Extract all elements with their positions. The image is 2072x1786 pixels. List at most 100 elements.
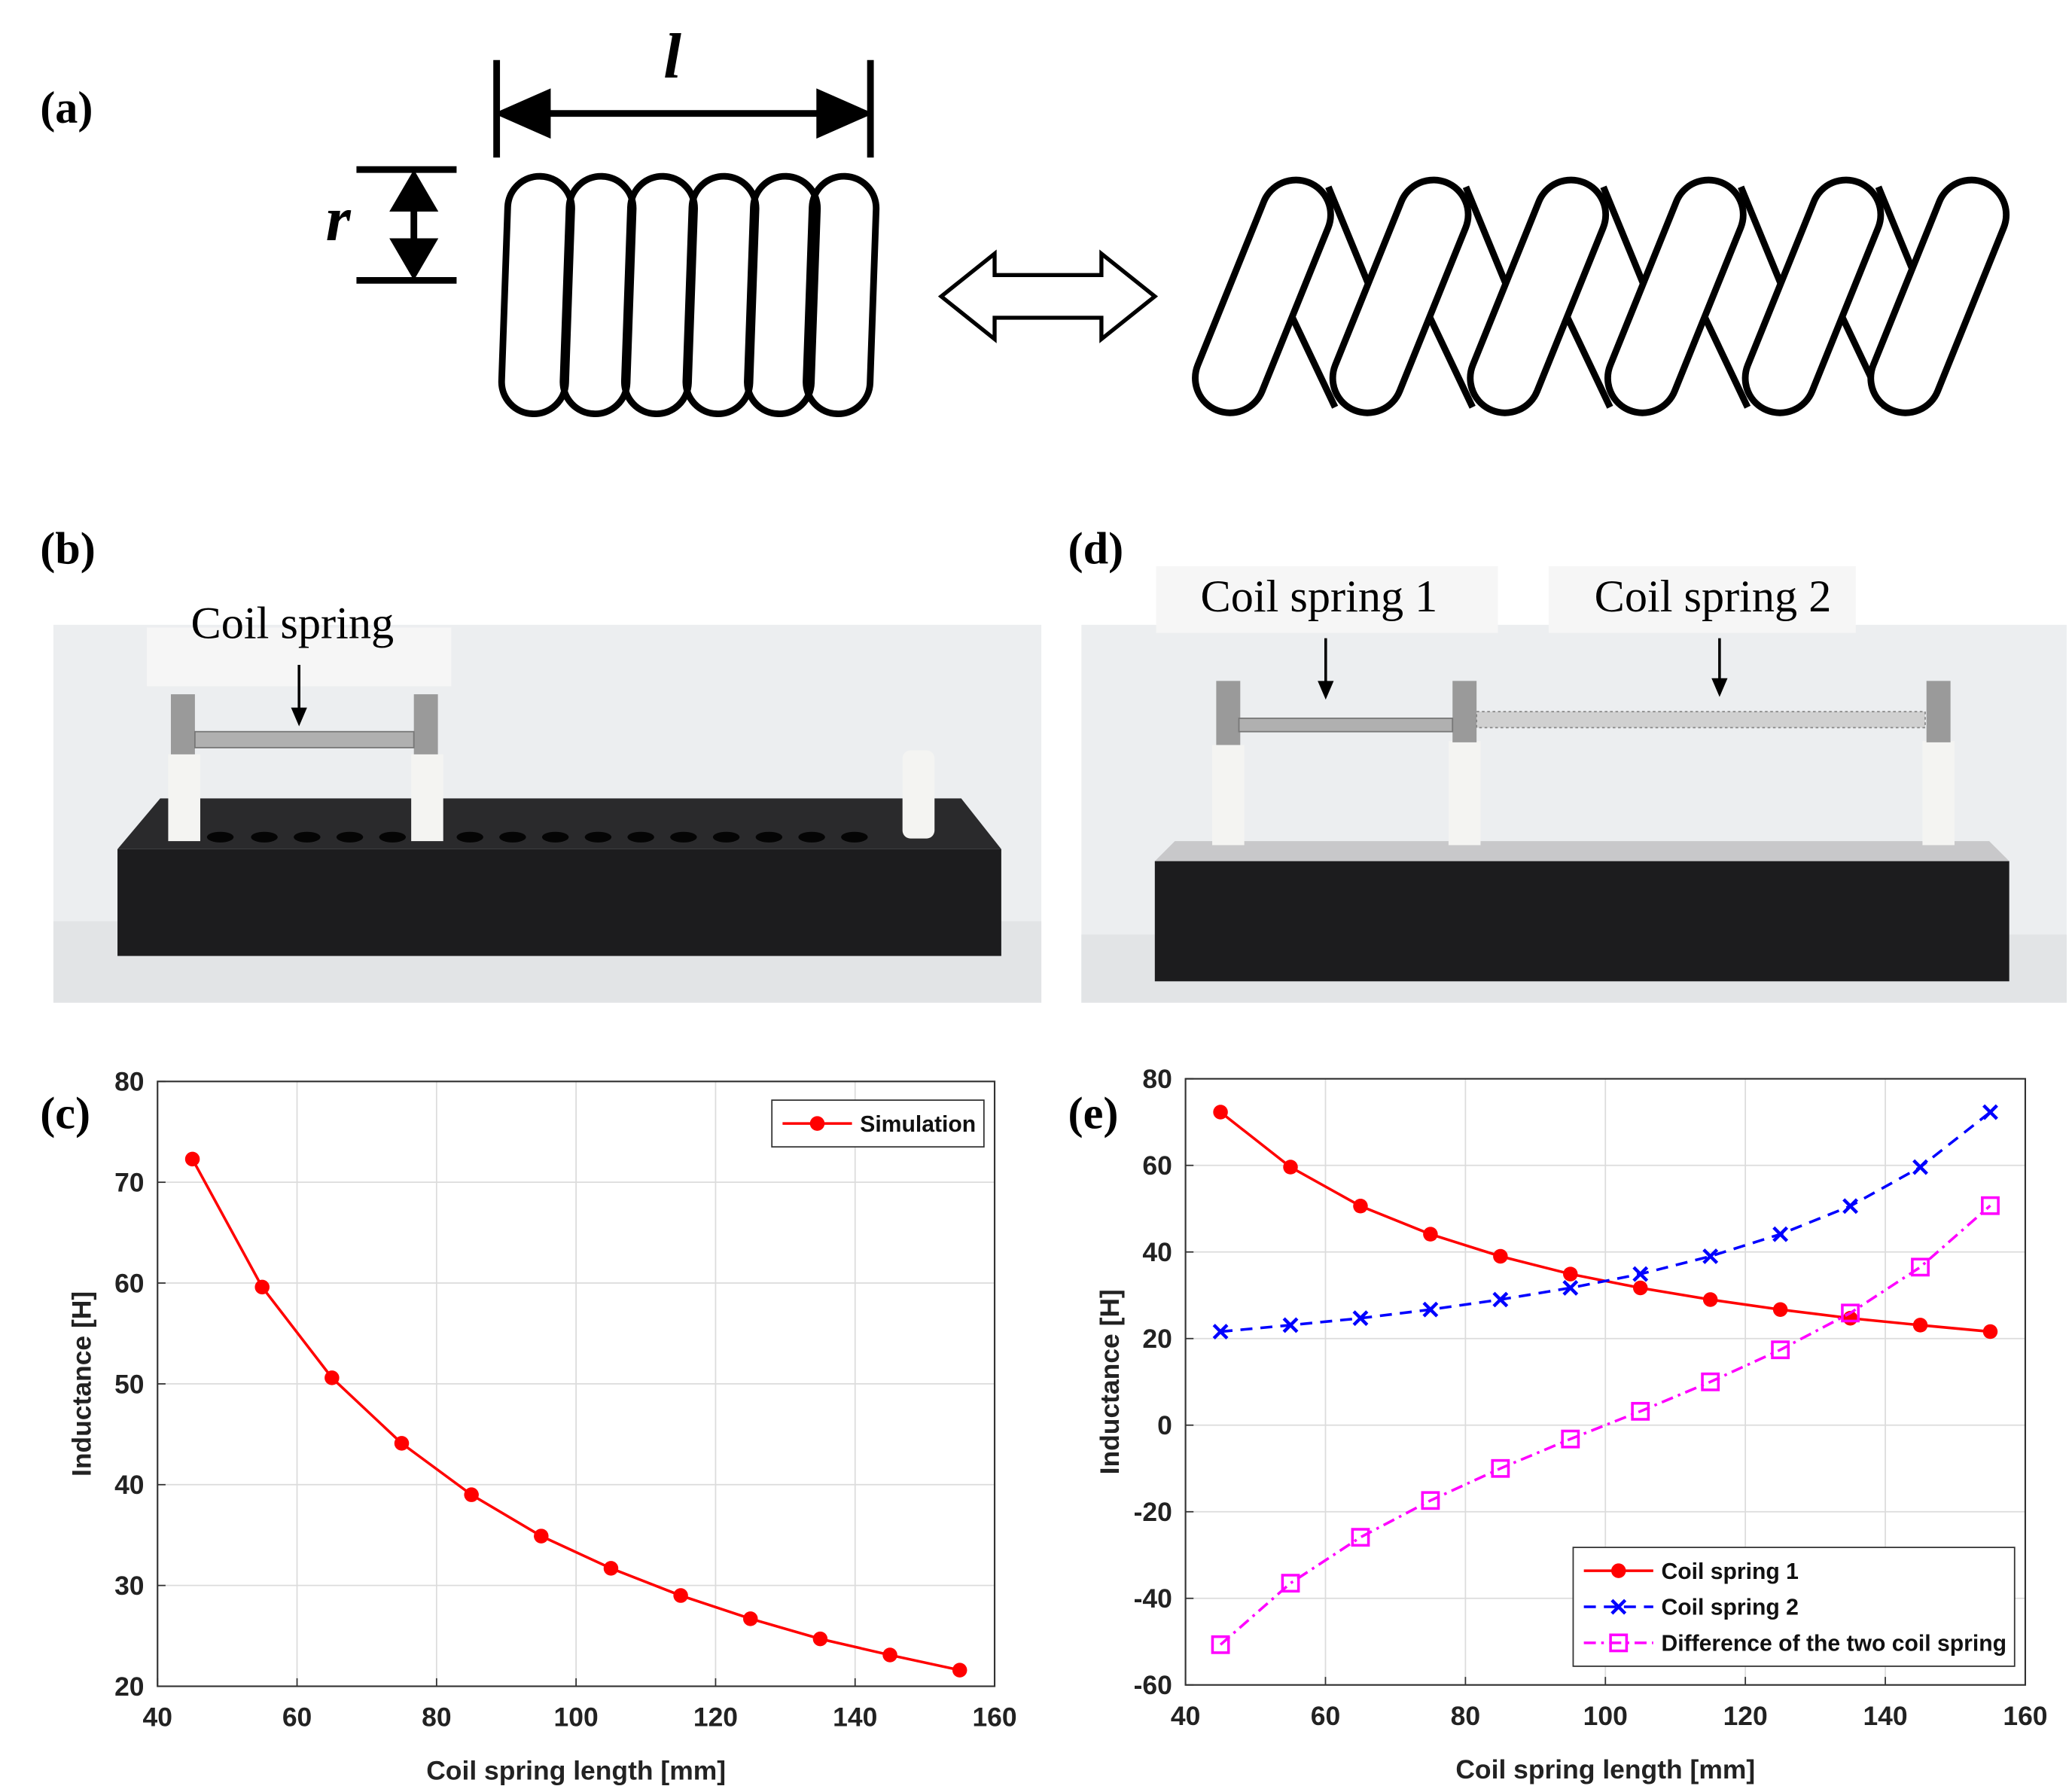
marker — [1911, 1257, 1930, 1277]
marker — [952, 1663, 967, 1678]
plot-frame — [157, 1080, 996, 1687]
photo-label: Coil spring — [191, 599, 395, 649]
panel-label: (b) — [40, 523, 96, 574]
marker — [673, 1588, 688, 1603]
y-tick-label: -40 — [1134, 1583, 1172, 1614]
length-label: l — [663, 21, 681, 92]
x-tick-label: 140 — [1863, 1701, 1907, 1731]
legend-label: Coil spring 2 — [1661, 1596, 1798, 1620]
marker — [1211, 1635, 1230, 1654]
x-tick-label: 120 — [693, 1702, 738, 1733]
y-tick-label: 20 — [114, 1672, 144, 1702]
marker — [464, 1487, 479, 1502]
legend-label: Coil spring 1 — [1661, 1559, 1798, 1584]
y-tick-label: 0 — [1157, 1410, 1172, 1440]
marker — [1351, 1528, 1370, 1547]
marker — [394, 1436, 410, 1451]
x-tick-label: 60 — [1311, 1701, 1340, 1731]
x-tick-label: 120 — [1723, 1701, 1768, 1731]
marker — [1771, 1340, 1790, 1360]
data-line — [1220, 1111, 1991, 1333]
marker — [1283, 1160, 1298, 1175]
marker — [1912, 1159, 1928, 1175]
x-axis-label: Coil spring length [mm] — [1455, 1754, 1755, 1784]
legend-marker — [1609, 1633, 1629, 1653]
x-tick-label: 160 — [972, 1702, 1016, 1733]
x-tick-label: 60 — [282, 1702, 312, 1733]
marker — [1282, 1317, 1299, 1333]
marker — [1563, 1266, 1578, 1282]
y-tick-label: 60 — [1142, 1151, 1172, 1181]
x-tick-label: 40 — [143, 1702, 172, 1733]
marker — [1912, 1318, 1928, 1333]
marker — [1772, 1226, 1789, 1242]
x-axis-label: Coil spring length [mm] — [426, 1756, 726, 1786]
x-tick-label: 100 — [1583, 1701, 1628, 1731]
panel-label: (e) — [1068, 1088, 1119, 1138]
data-line — [1219, 1204, 1991, 1646]
marker — [1281, 1574, 1300, 1593]
panel-label: (c) — [40, 1088, 90, 1138]
x-tick-label: 80 — [422, 1702, 451, 1733]
y-tick-label: -60 — [1134, 1670, 1172, 1700]
legend: Coil spring 1 Coil spring 2 Difference of … — [1572, 1547, 2016, 1667]
marker — [1701, 1372, 1720, 1391]
marker — [1492, 1291, 1509, 1308]
marker — [1842, 1198, 1859, 1215]
marker — [1421, 1491, 1440, 1510]
panel-label: (d) — [1068, 523, 1124, 574]
marker — [1352, 1310, 1369, 1327]
marker — [184, 1151, 200, 1167]
x-tick-label: 40 — [1171, 1701, 1200, 1731]
photo — [1081, 565, 2067, 1003]
legend-label: Simulation — [860, 1112, 976, 1137]
x-tick-label: 100 — [554, 1702, 599, 1733]
marker — [254, 1279, 270, 1295]
photo-label: Coil spring 1 — [1201, 571, 1438, 622]
marker — [1422, 1301, 1439, 1318]
y-tick-label: 20 — [1142, 1324, 1172, 1354]
marker — [534, 1528, 549, 1544]
y-tick-label: 80 — [114, 1067, 144, 1097]
marker — [882, 1647, 897, 1663]
x-tick-label: 160 — [2003, 1701, 2047, 1731]
marker — [1772, 1302, 1788, 1317]
y-tick-label: 60 — [114, 1268, 144, 1298]
y-tick-label: 70 — [114, 1168, 144, 1198]
legend-label: Difference of the two coil spring — [1661, 1632, 2006, 1656]
photo-label: Coil spring 2 — [1595, 571, 1832, 622]
marker — [1561, 1429, 1580, 1449]
plot-frame — [1184, 1077, 2026, 1686]
marker — [743, 1611, 758, 1626]
y-axis-label: Inductance [H] — [67, 1291, 97, 1477]
legend-marker — [1610, 1599, 1627, 1615]
y-tick-label: 40 — [1142, 1237, 1172, 1267]
marker — [1982, 1324, 1998, 1340]
marker — [1841, 1303, 1860, 1323]
marker — [603, 1561, 619, 1576]
y-tick-label: 30 — [114, 1571, 144, 1601]
photo — [53, 624, 1042, 1003]
marker — [1213, 1105, 1228, 1120]
marker — [1982, 1104, 1998, 1120]
y-tick-label: -20 — [1134, 1497, 1172, 1527]
marker — [1702, 1292, 1718, 1307]
marker — [1631, 1401, 1650, 1421]
y-tick-label: 80 — [1142, 1064, 1172, 1094]
marker — [812, 1631, 828, 1647]
marker — [1423, 1227, 1438, 1242]
marker — [1353, 1199, 1368, 1214]
marker — [1632, 1280, 1648, 1296]
marker — [1212, 1324, 1229, 1340]
x-tick-label: 80 — [1451, 1701, 1480, 1731]
y-tick-label: 40 — [114, 1470, 144, 1500]
legend: Simulation — [771, 1099, 985, 1148]
panel-label: (a) — [40, 83, 93, 133]
marker — [1491, 1458, 1510, 1478]
marker — [1632, 1266, 1649, 1282]
y-axis-label: Inductance [H] — [1095, 1289, 1125, 1474]
y-tick-label: 50 — [114, 1369, 144, 1399]
data-line — [191, 1158, 961, 1672]
marker — [1562, 1280, 1579, 1296]
